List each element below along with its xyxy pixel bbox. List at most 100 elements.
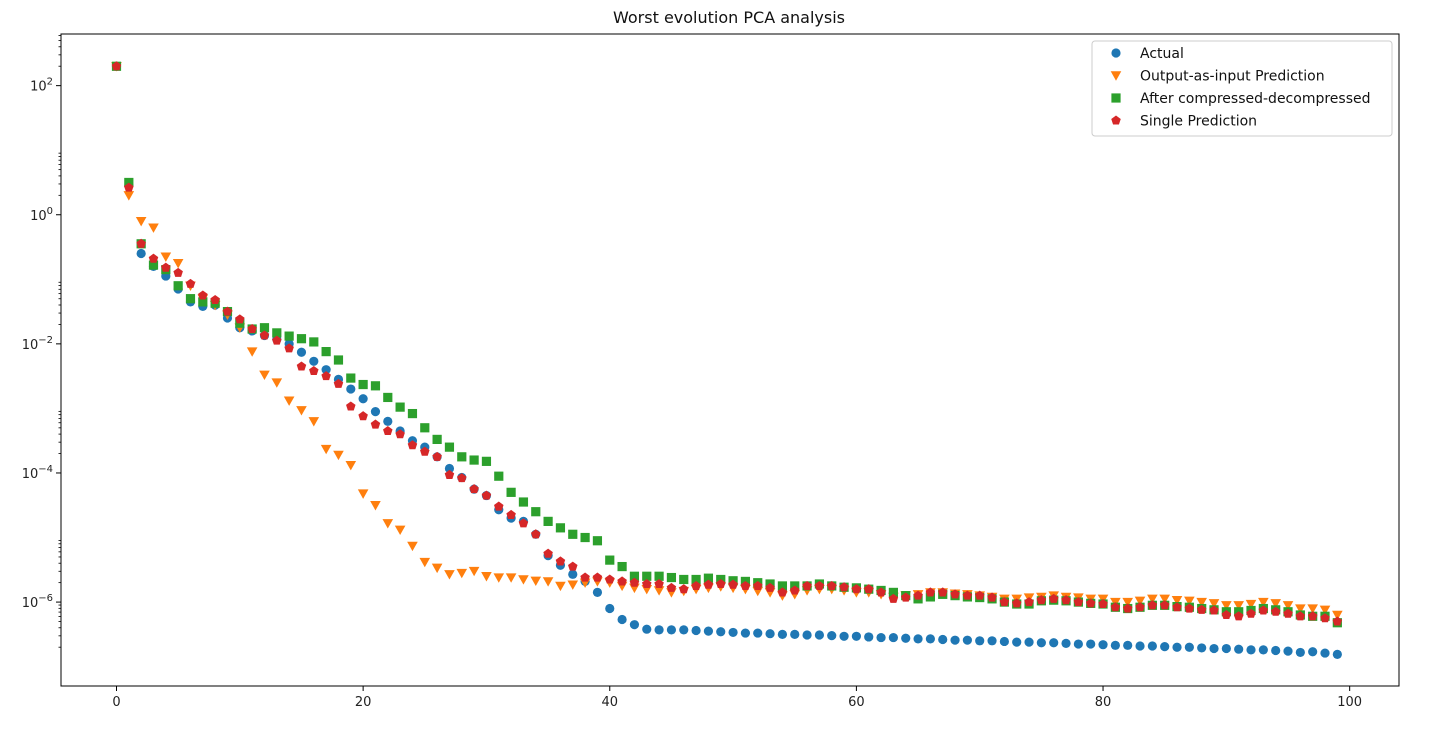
- plot-marks: [111, 61, 1343, 659]
- data-point: [790, 629, 800, 639]
- data-point: [123, 191, 135, 201]
- data-point: [654, 579, 664, 589]
- data-point: [1234, 644, 1244, 654]
- data-point: [124, 177, 134, 188]
- data-point: [987, 636, 997, 646]
- data-point: [1270, 599, 1281, 609]
- data-point: [296, 406, 307, 416]
- data-point: [1270, 606, 1281, 616]
- data-point: [1036, 595, 1047, 605]
- data-point: [407, 408, 418, 419]
- data-point: [543, 548, 553, 558]
- data-point: [198, 290, 208, 300]
- data-point: [740, 580, 751, 590]
- data-point: [284, 331, 294, 341]
- data-point: [1221, 643, 1231, 654]
- data-point: [925, 592, 935, 602]
- data-point: [407, 440, 418, 450]
- data-point: [1147, 641, 1157, 651]
- data-point: [1172, 602, 1182, 612]
- data-point: [271, 378, 283, 388]
- data-point: [173, 281, 183, 291]
- data-point: [1184, 596, 1195, 606]
- data-point: [222, 306, 233, 316]
- data-point: [1123, 640, 1133, 650]
- x-tick-label: 0: [112, 695, 120, 710]
- data-point: [1295, 647, 1305, 658]
- data-point: [617, 561, 627, 572]
- data-point: [1258, 645, 1268, 655]
- data-point: [296, 347, 307, 357]
- data-point: [247, 324, 257, 334]
- legend: Actual Output-as-input Prediction After co…: [1091, 40, 1393, 137]
- data-point: [333, 450, 344, 461]
- data-point: [1282, 601, 1294, 611]
- data-point: [827, 631, 837, 641]
- data-point: [1171, 595, 1183, 606]
- data-point: [691, 574, 701, 585]
- data-point: [518, 575, 529, 585]
- data-point: [1295, 611, 1306, 621]
- data-point: [802, 630, 812, 640]
- data-point: [1061, 638, 1071, 648]
- data-point: [124, 182, 134, 192]
- y-tick-label: 100: [30, 206, 53, 224]
- data-point: [900, 592, 911, 602]
- data-point: [432, 434, 442, 445]
- data-point: [1307, 604, 1318, 614]
- data-point: [1209, 643, 1219, 654]
- data-point: [296, 334, 307, 344]
- data-point: [901, 633, 911, 643]
- data-point: [198, 297, 208, 307]
- data-point: [272, 335, 282, 345]
- data-point: [568, 569, 578, 579]
- data-point: [864, 632, 874, 642]
- data-point: [765, 629, 775, 639]
- data-point: [321, 347, 331, 357]
- data-point: [826, 580, 837, 590]
- data-point: [974, 590, 985, 600]
- data-point: [296, 361, 307, 371]
- data-point: [863, 584, 874, 594]
- data-point: [814, 580, 825, 590]
- legend-marker: [1110, 71, 1122, 81]
- data-point: [888, 593, 899, 603]
- legend-marker: [1111, 93, 1121, 103]
- data-point: [580, 572, 590, 582]
- data-point: [518, 497, 529, 507]
- data-point: [383, 416, 393, 426]
- data-point: [728, 579, 738, 589]
- data-point: [283, 396, 295, 406]
- data-point: [999, 597, 1010, 607]
- data-point: [321, 365, 331, 375]
- y-tick-label: 102: [30, 77, 53, 95]
- data-point: [691, 625, 701, 636]
- data-point: [925, 634, 935, 644]
- data-point: [580, 532, 590, 543]
- data-point: [876, 632, 886, 643]
- data-point: [185, 294, 196, 304]
- series-1: [111, 62, 1343, 621]
- data-point: [605, 555, 615, 565]
- data-point: [506, 509, 516, 519]
- data-point: [481, 490, 492, 500]
- data-point: [962, 590, 973, 600]
- data-point: [1258, 597, 1269, 608]
- data-point: [1307, 611, 1318, 621]
- data-point: [617, 614, 627, 625]
- legend-marker: [1111, 115, 1121, 125]
- data-point: [468, 566, 480, 577]
- data-point: [530, 576, 542, 586]
- data-point: [1308, 647, 1318, 657]
- x-axis: 0 20 40 60 80 100: [112, 686, 1362, 710]
- data-point: [235, 314, 245, 324]
- data-point: [420, 446, 430, 456]
- data-point: [1110, 602, 1121, 612]
- data-point: [1283, 646, 1293, 656]
- data-point: [481, 456, 492, 466]
- data-point: [321, 371, 331, 381]
- data-point: [259, 370, 270, 381]
- data-point: [888, 632, 898, 643]
- data-point: [950, 635, 960, 645]
- data-point: [605, 574, 615, 584]
